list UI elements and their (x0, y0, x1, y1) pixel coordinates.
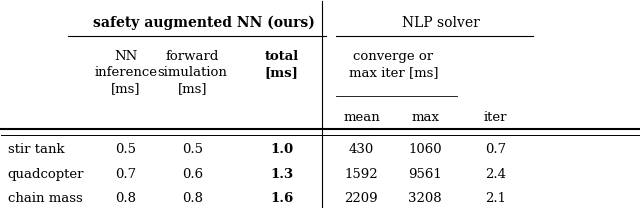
Text: chain mass: chain mass (8, 192, 83, 205)
Text: 0.5: 0.5 (115, 144, 136, 156)
Text: NN
inference
[ms]: NN inference [ms] (94, 50, 157, 95)
Text: 1.6: 1.6 (270, 192, 293, 205)
Text: 430: 430 (349, 144, 374, 156)
Text: 0.8: 0.8 (182, 192, 203, 205)
Text: 0.5: 0.5 (182, 144, 203, 156)
Text: safety augmented NN (ours): safety augmented NN (ours) (93, 16, 315, 30)
Text: 2.4: 2.4 (484, 168, 506, 181)
Text: NLP solver: NLP solver (402, 16, 480, 30)
Text: 2.1: 2.1 (484, 192, 506, 205)
Text: 2209: 2209 (344, 192, 378, 205)
Text: 1592: 1592 (344, 168, 378, 181)
Text: 3208: 3208 (408, 192, 442, 205)
Text: stir tank: stir tank (8, 144, 65, 156)
Text: 0.6: 0.6 (182, 168, 203, 181)
Text: 1.0: 1.0 (270, 144, 293, 156)
Text: 9561: 9561 (408, 168, 442, 181)
Text: converge or
max iter [ms]: converge or max iter [ms] (349, 50, 438, 79)
Text: 0.8: 0.8 (115, 192, 136, 205)
Text: iter: iter (483, 111, 507, 124)
Text: max: max (411, 111, 439, 124)
Text: 0.7: 0.7 (115, 168, 136, 181)
Text: 1060: 1060 (408, 144, 442, 156)
Text: mean: mean (343, 111, 380, 124)
Text: forward
simulation
[ms]: forward simulation [ms] (157, 50, 227, 95)
Text: 1.3: 1.3 (270, 168, 293, 181)
Text: 0.7: 0.7 (484, 144, 506, 156)
Text: total
[ms]: total [ms] (265, 50, 299, 79)
Text: quadcopter: quadcopter (8, 168, 84, 181)
